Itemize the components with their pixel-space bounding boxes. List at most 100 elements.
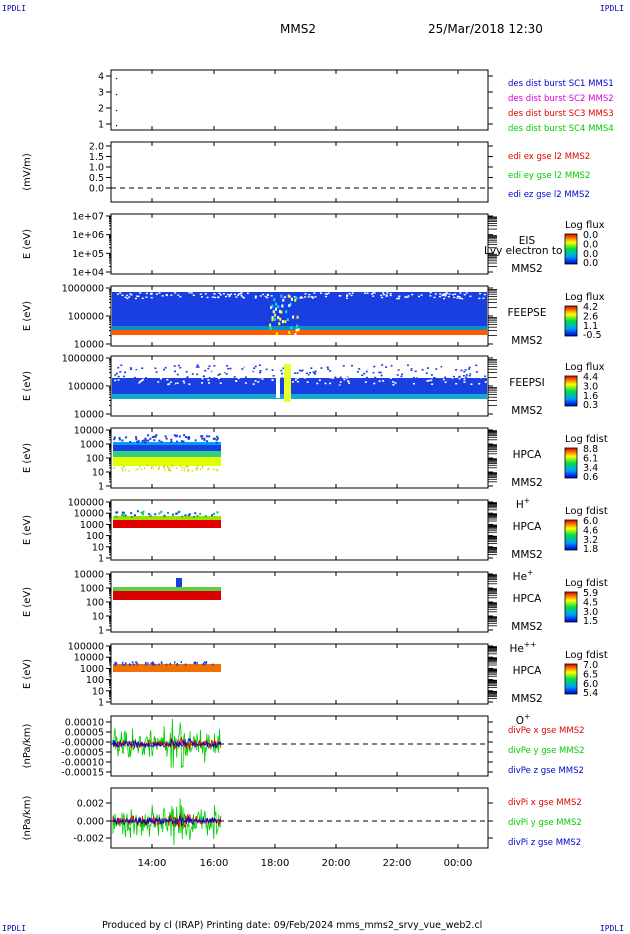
spectrogram-pixel <box>210 382 213 384</box>
spectrogram-pixel <box>240 294 243 297</box>
colorbar-title: Log fdist <box>565 650 608 661</box>
spectrogram-pixel <box>411 293 414 296</box>
spectrogram-pixel <box>264 295 267 298</box>
colorbar-tick-label: 0.0 <box>583 249 598 260</box>
colorbar-tick-label: 0.0 <box>583 230 598 241</box>
spectrogram-pixel <box>246 371 249 374</box>
spectrogram-pixel <box>158 292 161 294</box>
spectrogram-pixel <box>142 510 145 513</box>
spectrogram-pixel <box>121 661 124 664</box>
legend-entry: divPi y gse MMS2 <box>508 818 582 828</box>
spectrogram-pixel <box>155 381 158 384</box>
spectrogram-pixel <box>392 383 395 386</box>
spectrogram-pixel <box>316 382 319 385</box>
spectrogram-pixel <box>410 369 413 372</box>
spectrogram-pixel <box>184 381 187 384</box>
spectrogram-pixel <box>122 514 125 517</box>
spectrogram-pixel <box>463 371 466 374</box>
spectrogram-pixel <box>228 294 231 296</box>
spectrogram-pixel <box>475 371 478 373</box>
spectrogram-pixel <box>205 661 208 664</box>
spectrogram-pixel <box>211 663 214 666</box>
spectrogram-pixel <box>154 367 157 370</box>
spectrogram-pixel <box>124 296 127 299</box>
spectrogram-pixel <box>338 383 341 386</box>
legend-entry: edi ex gse l2 MMS2 <box>508 152 590 162</box>
spectrogram-pixel <box>348 292 351 295</box>
spectrogram-pixel <box>294 298 297 302</box>
spectrogram-pixel <box>217 296 220 298</box>
colorbar <box>564 447 578 479</box>
spectrogram-pixel <box>124 469 126 472</box>
spectrogram-pixel <box>230 293 233 295</box>
panel-divpi: -0.002 0.000 0.002 (nPa/km) divPi x gse MMS2… <box>22 787 582 849</box>
legend-entry: des dist burst SC4 MMS4 <box>508 124 614 134</box>
spectrogram-pixel <box>412 376 415 379</box>
spectrogram-pixel <box>300 368 303 370</box>
y-tick-label: 100 <box>86 531 104 542</box>
spectrogram-band-mid <box>112 326 487 330</box>
spectrogram-pixel <box>197 366 200 368</box>
spectrogram-pixel <box>467 369 470 372</box>
spectrogram-pixel <box>212 468 214 471</box>
spectrogram-pixel <box>163 368 166 371</box>
spectrogram-pixel <box>157 381 160 383</box>
spectrogram-pixel <box>296 315 299 319</box>
spectrogram-pixel <box>280 310 283 314</box>
spectrogram-pixel <box>215 468 217 471</box>
panel-frame <box>110 643 489 705</box>
spectrogram-pixel <box>173 661 176 664</box>
spectrogram-pixel <box>157 379 160 382</box>
spectrogram-pixel <box>122 511 125 514</box>
spectrogram-pixel <box>381 366 384 369</box>
spectrogram-pixel <box>137 441 140 444</box>
spectrogram-pixel <box>273 298 276 302</box>
spectrogram-pixel <box>269 326 272 330</box>
spectrogram-pixel <box>365 370 368 373</box>
spectrogram-pixel <box>179 464 181 467</box>
spectrogram-pixel <box>204 293 207 295</box>
spectrogram-pixel <box>407 295 410 297</box>
spectrogram-pixel <box>130 515 133 518</box>
spectrogram-pixel <box>410 382 413 385</box>
spectrogram-pixel <box>126 294 129 297</box>
spectrogram-pixel <box>130 381 133 383</box>
spectrogram-pixel <box>320 364 323 367</box>
spectrogram-pixel <box>121 294 124 297</box>
spectrogram-pixel <box>244 376 247 379</box>
spectrogram-pixel <box>296 377 299 379</box>
spectrogram-pixel <box>459 292 462 294</box>
spectrogram-pixel <box>313 292 316 294</box>
spectrogram-pixel <box>441 375 444 378</box>
spectrogram-pixel <box>206 440 209 443</box>
spectrogram-pixel <box>342 365 345 367</box>
spectrogram-pixel <box>195 468 197 471</box>
spectrogram-pixel <box>314 296 317 298</box>
spectrogram-pixel <box>451 294 454 296</box>
spectrogram-pixel <box>190 292 193 294</box>
spectrogram-pixel <box>442 378 445 381</box>
spectrogram-pixel <box>466 371 469 373</box>
spectrogram-pixel <box>348 382 351 385</box>
spectrogram-pixel <box>170 438 173 441</box>
spectrogram-pixel <box>161 368 164 371</box>
y-axis-label: E (eV) <box>22 301 33 331</box>
y-axis-label: (nPa/km) <box>22 796 33 841</box>
spectrogram-pixel <box>216 511 219 514</box>
spectrogram-pixel <box>272 310 275 314</box>
spectrogram-pixel <box>431 376 434 379</box>
colorbar <box>564 663 578 695</box>
spectrogram-pixel <box>171 382 174 384</box>
spectrogram-pixel <box>149 370 152 372</box>
spectrogram-pixel <box>113 467 115 470</box>
colorbar-tick-label: 0.0 <box>583 258 598 269</box>
spacecraft-label: MMS2 <box>511 335 542 347</box>
spectrogram-pixel <box>125 436 128 439</box>
spectrogram-burst <box>284 364 291 402</box>
spectrogram-pixel <box>176 440 179 443</box>
spectrogram-pixel <box>169 468 171 471</box>
spectrogram-pixel <box>378 380 381 382</box>
spectrogram-pixel <box>308 371 311 374</box>
spectrogram-pixel <box>299 378 302 380</box>
colorbar-tick-label: 5.9 <box>583 588 598 599</box>
